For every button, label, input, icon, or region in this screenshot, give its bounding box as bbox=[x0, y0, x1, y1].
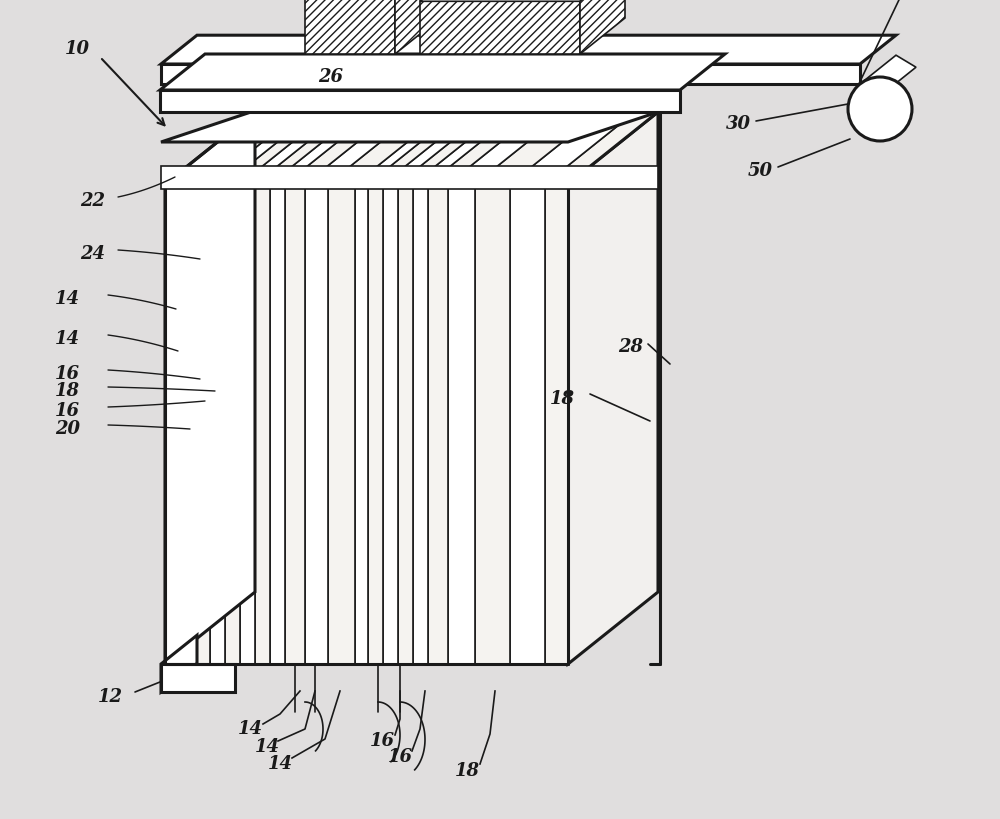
Polygon shape bbox=[305, 0, 395, 54]
Polygon shape bbox=[448, 184, 475, 664]
Text: 26: 26 bbox=[318, 68, 343, 86]
Text: 14: 14 bbox=[255, 738, 280, 756]
Polygon shape bbox=[161, 35, 896, 64]
Polygon shape bbox=[210, 184, 225, 664]
Polygon shape bbox=[383, 184, 398, 664]
Polygon shape bbox=[255, 184, 270, 664]
Text: 14: 14 bbox=[238, 720, 263, 738]
Polygon shape bbox=[545, 184, 568, 664]
Polygon shape bbox=[413, 112, 518, 184]
Text: 12: 12 bbox=[98, 688, 123, 706]
Polygon shape bbox=[448, 112, 565, 184]
Polygon shape bbox=[160, 54, 725, 90]
Polygon shape bbox=[161, 636, 197, 692]
Text: 18: 18 bbox=[55, 382, 80, 400]
Polygon shape bbox=[395, 0, 440, 54]
Text: 16: 16 bbox=[370, 732, 395, 750]
Polygon shape bbox=[368, 112, 473, 184]
Polygon shape bbox=[225, 112, 330, 184]
Text: 30: 30 bbox=[726, 115, 751, 133]
Text: 24: 24 bbox=[80, 245, 105, 263]
Polygon shape bbox=[398, 112, 503, 184]
Text: 16: 16 bbox=[55, 402, 80, 420]
Polygon shape bbox=[383, 112, 488, 184]
Polygon shape bbox=[428, 184, 448, 664]
Text: 28: 28 bbox=[618, 338, 643, 356]
Polygon shape bbox=[161, 64, 860, 84]
Polygon shape bbox=[568, 112, 658, 664]
Polygon shape bbox=[510, 112, 635, 184]
Text: 20: 20 bbox=[55, 420, 80, 438]
Polygon shape bbox=[420, 0, 625, 2]
Polygon shape bbox=[270, 112, 375, 184]
Polygon shape bbox=[225, 184, 240, 664]
Polygon shape bbox=[328, 112, 445, 184]
Polygon shape bbox=[161, 166, 658, 189]
Polygon shape bbox=[285, 112, 395, 184]
Text: 18: 18 bbox=[455, 762, 480, 780]
Polygon shape bbox=[510, 184, 545, 664]
Polygon shape bbox=[580, 0, 625, 54]
Polygon shape bbox=[475, 184, 510, 664]
Polygon shape bbox=[413, 184, 428, 664]
Polygon shape bbox=[210, 112, 315, 184]
Polygon shape bbox=[161, 112, 658, 142]
Polygon shape bbox=[428, 112, 538, 184]
Polygon shape bbox=[160, 90, 680, 112]
Polygon shape bbox=[368, 184, 383, 664]
Polygon shape bbox=[420, 2, 580, 54]
Circle shape bbox=[848, 77, 912, 141]
Text: 10: 10 bbox=[65, 40, 90, 58]
Polygon shape bbox=[328, 184, 355, 664]
Polygon shape bbox=[860, 55, 916, 96]
Polygon shape bbox=[545, 112, 658, 184]
Text: 16: 16 bbox=[55, 365, 80, 383]
Polygon shape bbox=[475, 112, 600, 184]
Polygon shape bbox=[255, 112, 360, 184]
Polygon shape bbox=[398, 184, 413, 664]
Polygon shape bbox=[161, 664, 235, 692]
Polygon shape bbox=[165, 184, 210, 664]
Polygon shape bbox=[355, 184, 368, 664]
Text: 14: 14 bbox=[55, 290, 80, 308]
Text: 18: 18 bbox=[550, 390, 575, 408]
Text: 22: 22 bbox=[80, 192, 105, 210]
Polygon shape bbox=[355, 112, 458, 184]
Polygon shape bbox=[165, 112, 300, 184]
Text: 50: 50 bbox=[748, 162, 773, 180]
Text: 16: 16 bbox=[388, 748, 413, 766]
Polygon shape bbox=[305, 184, 328, 664]
Polygon shape bbox=[240, 112, 345, 184]
Polygon shape bbox=[165, 112, 255, 664]
Text: 14: 14 bbox=[268, 755, 293, 773]
Polygon shape bbox=[305, 112, 418, 184]
Text: 14: 14 bbox=[55, 330, 80, 348]
Polygon shape bbox=[270, 184, 285, 664]
Polygon shape bbox=[285, 184, 305, 664]
Polygon shape bbox=[240, 184, 255, 664]
